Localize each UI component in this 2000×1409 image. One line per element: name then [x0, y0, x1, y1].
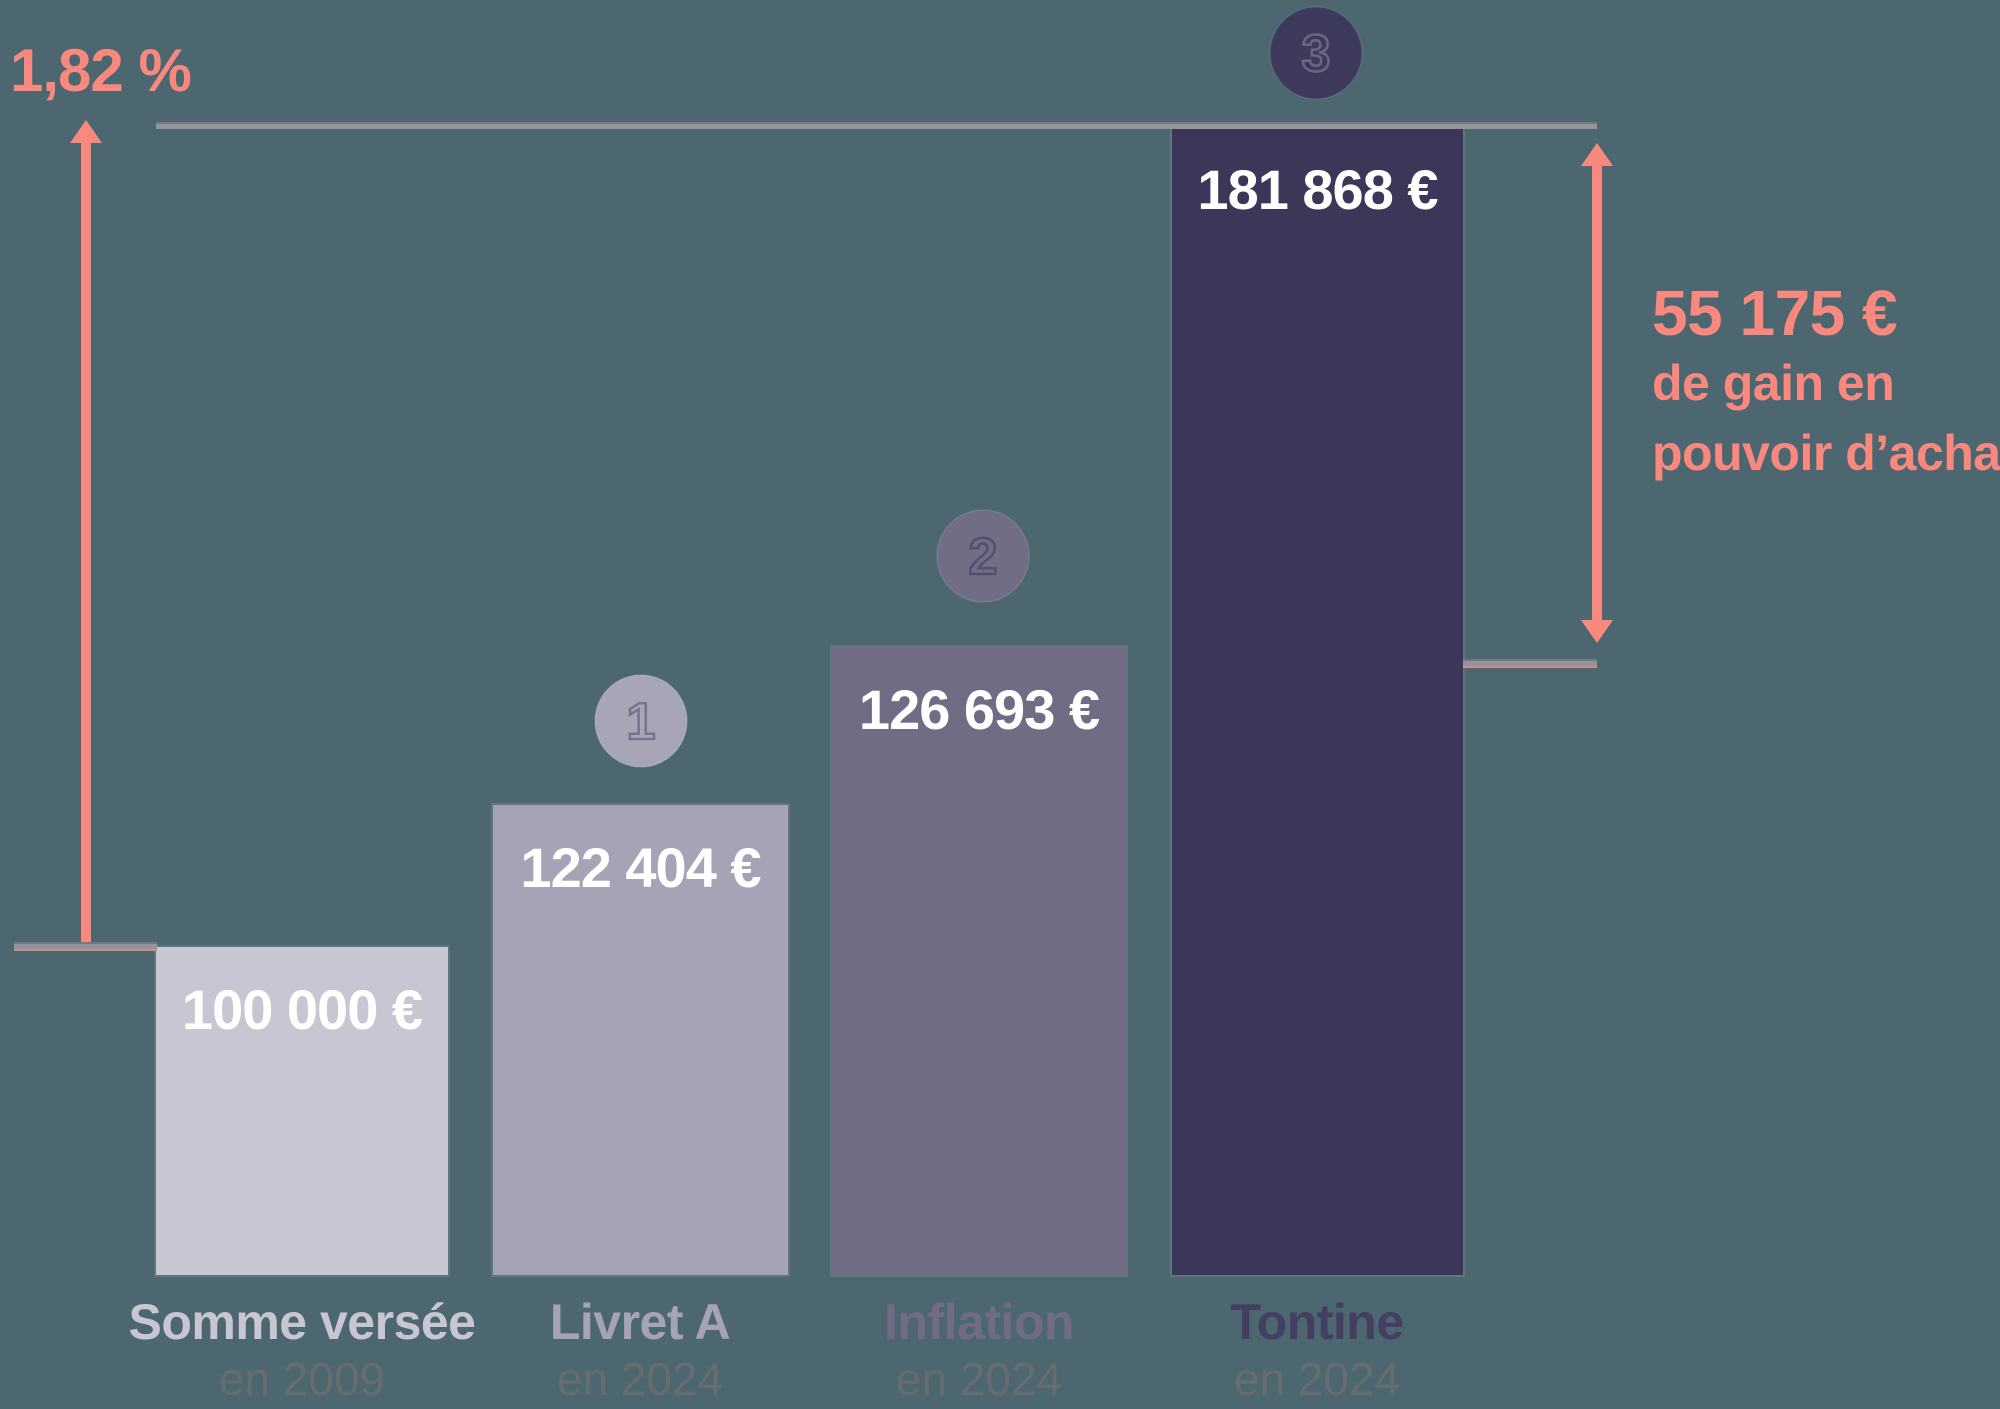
badge-number: 3 — [1302, 25, 1331, 83]
step-1-badge: 1 — [593, 673, 689, 769]
gain-annotation: 55 175 € de gain en pouvoir d’achat — [1652, 278, 2000, 488]
arrow-head-up-icon — [1581, 143, 1613, 166]
step-1-badge-icon: 1 — [594, 674, 688, 768]
xlabel-tontine: Tontine en 2024 — [1097, 1294, 1537, 1404]
category-name: Somme versée — [128, 1294, 476, 1350]
step-2-badge-icon: 2 — [936, 509, 1030, 603]
badge-circle — [1269, 6, 1363, 100]
xlabel-inflation: Inflation en 2024 — [759, 1294, 1199, 1404]
step-3-badge-icon: 3 — [1269, 6, 1363, 100]
badge-number: 2 — [969, 528, 998, 586]
bar-livret-a: 122 404 € — [493, 805, 788, 1275]
badge-circle — [594, 674, 688, 768]
xlabel-somme-versee: Somme versée en 2009 — [82, 1294, 522, 1404]
step-2-badge: 2 — [935, 508, 1031, 604]
badge-circle — [936, 509, 1030, 603]
inflation-level-line — [1463, 659, 1597, 668]
arrow-shaft — [81, 143, 91, 946]
growth-up-arrow-icon — [70, 120, 102, 946]
category-year: en 2024 — [895, 1353, 1063, 1405]
tontine-level-line — [156, 122, 1597, 129]
bar-value-label: 181 868 € — [1197, 158, 1438, 221]
arrow-shaft — [1592, 166, 1602, 620]
step-3-badge: 3 — [1268, 5, 1364, 101]
category-year: en 2009 — [218, 1353, 386, 1405]
gain-caption-line-2: pouvoir d’achat — [1652, 425, 2000, 481]
xlabel-livret-a: Livret A en 2024 — [420, 1294, 860, 1404]
interest-rate-label: 1,82 % — [10, 37, 192, 104]
category-name: Inflation — [884, 1294, 1074, 1350]
bar-value-label: 122 404 € — [520, 836, 761, 899]
arrow-head-up-icon — [70, 120, 102, 143]
bar-value-label: 126 693 € — [858, 678, 1100, 741]
gain-amount-label: 55 175 € — [1652, 277, 1898, 349]
gain-range-double-arrow-icon — [1581, 143, 1613, 643]
initial-sum-level-line — [14, 942, 157, 951]
bar-value-label: 100 000 € — [181, 978, 423, 1041]
category-year: en 2024 — [1233, 1353, 1401, 1405]
badge-number: 1 — [627, 693, 656, 751]
category-name: Tontine — [1230, 1294, 1404, 1350]
arrow-head-down-icon — [1581, 620, 1613, 643]
category-year: en 2024 — [556, 1353, 724, 1405]
gain-caption-line-1: de gain en — [1652, 355, 1895, 411]
bar-inflation: 126 693 € — [832, 647, 1126, 1275]
bar-somme-versee: 100 000 € — [156, 947, 448, 1275]
category-name: Livret A — [549, 1294, 731, 1350]
bar-tontine: 181 868 € — [1172, 127, 1463, 1275]
